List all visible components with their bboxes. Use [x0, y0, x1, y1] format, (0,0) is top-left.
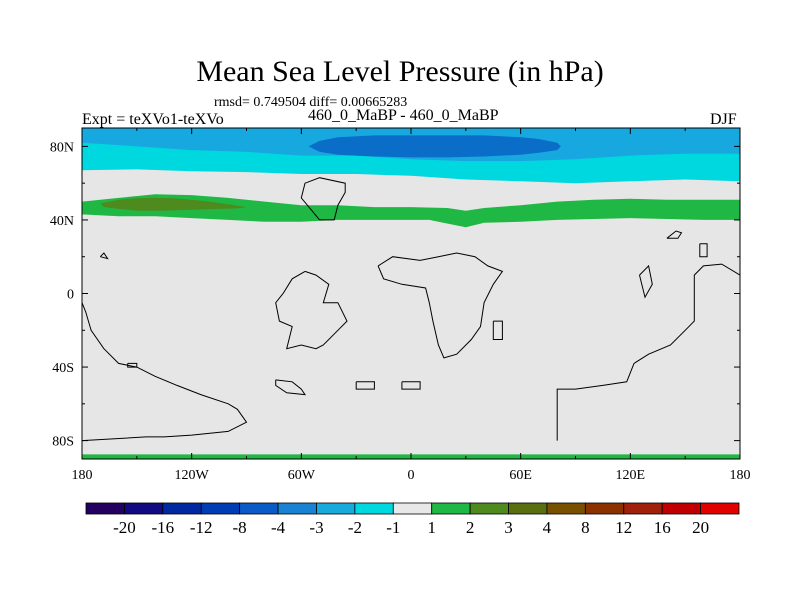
- map-chart: 180 120W 60W 0 60E 120E 180 80N40N040S80S -20-…: [0, 0, 800, 600]
- colorbar-swatch: [701, 503, 739, 514]
- colorbar-label: -3: [309, 518, 323, 537]
- colorbar-label: -1: [386, 518, 400, 537]
- colorbar-swatch: [278, 503, 316, 514]
- colorbar-swatch: [585, 503, 623, 514]
- colorbar-swatch: [316, 503, 354, 514]
- colorbar-swatch: [547, 503, 585, 514]
- x-tick-label: 180: [72, 468, 93, 483]
- colorbar-label: 8: [581, 518, 590, 537]
- colorbar-label: -16: [151, 518, 174, 537]
- colorbar-label: -20: [113, 518, 136, 537]
- colorbar-swatch: [86, 503, 124, 514]
- colorbar-label: 2: [466, 518, 475, 537]
- colorbar-label: 16: [654, 518, 671, 537]
- colorbar-label: 3: [504, 518, 513, 537]
- y-tick-label: 0: [67, 288, 74, 303]
- colorbar-swatch: [662, 503, 700, 514]
- x-tick-label: 60W: [288, 468, 316, 483]
- colorbar-swatch: [509, 503, 547, 514]
- colorbar-swatch: [393, 503, 431, 514]
- colorbar-label: -12: [190, 518, 213, 537]
- colorbar-swatch: [201, 503, 239, 514]
- colorbar-label: 12: [615, 518, 632, 537]
- colorbar-swatch: [240, 503, 278, 514]
- colorbar-label: -2: [348, 518, 362, 537]
- colorbar-label: -4: [271, 518, 286, 537]
- y-tick-label: 40S: [52, 361, 74, 376]
- colorbar-swatch: [624, 503, 662, 514]
- x-tick-label: 180: [730, 468, 751, 483]
- colorbar-swatch: [355, 503, 393, 514]
- x-tick-label: 120W: [175, 468, 210, 483]
- colorbar-label: 20: [692, 518, 709, 537]
- y-tick-label: 80N: [50, 140, 74, 155]
- y-tick-label: 40N: [50, 214, 74, 229]
- x-tick-label: 60E: [509, 468, 532, 483]
- colorbar-label: 1: [427, 518, 436, 537]
- x-tick-label: 0: [408, 468, 415, 483]
- colorbar-swatch: [163, 503, 201, 514]
- x-tick-label: 120E: [616, 468, 646, 483]
- colorbar-swatch: [124, 503, 162, 514]
- region-north-polar-blue: [309, 135, 561, 157]
- colorbar-swatch: [432, 503, 470, 514]
- y-tick-label: 80S: [52, 435, 74, 450]
- colorbar-label: 4: [543, 518, 552, 537]
- colorbar-label: -8: [233, 518, 247, 537]
- colorbar-swatch: [470, 503, 508, 514]
